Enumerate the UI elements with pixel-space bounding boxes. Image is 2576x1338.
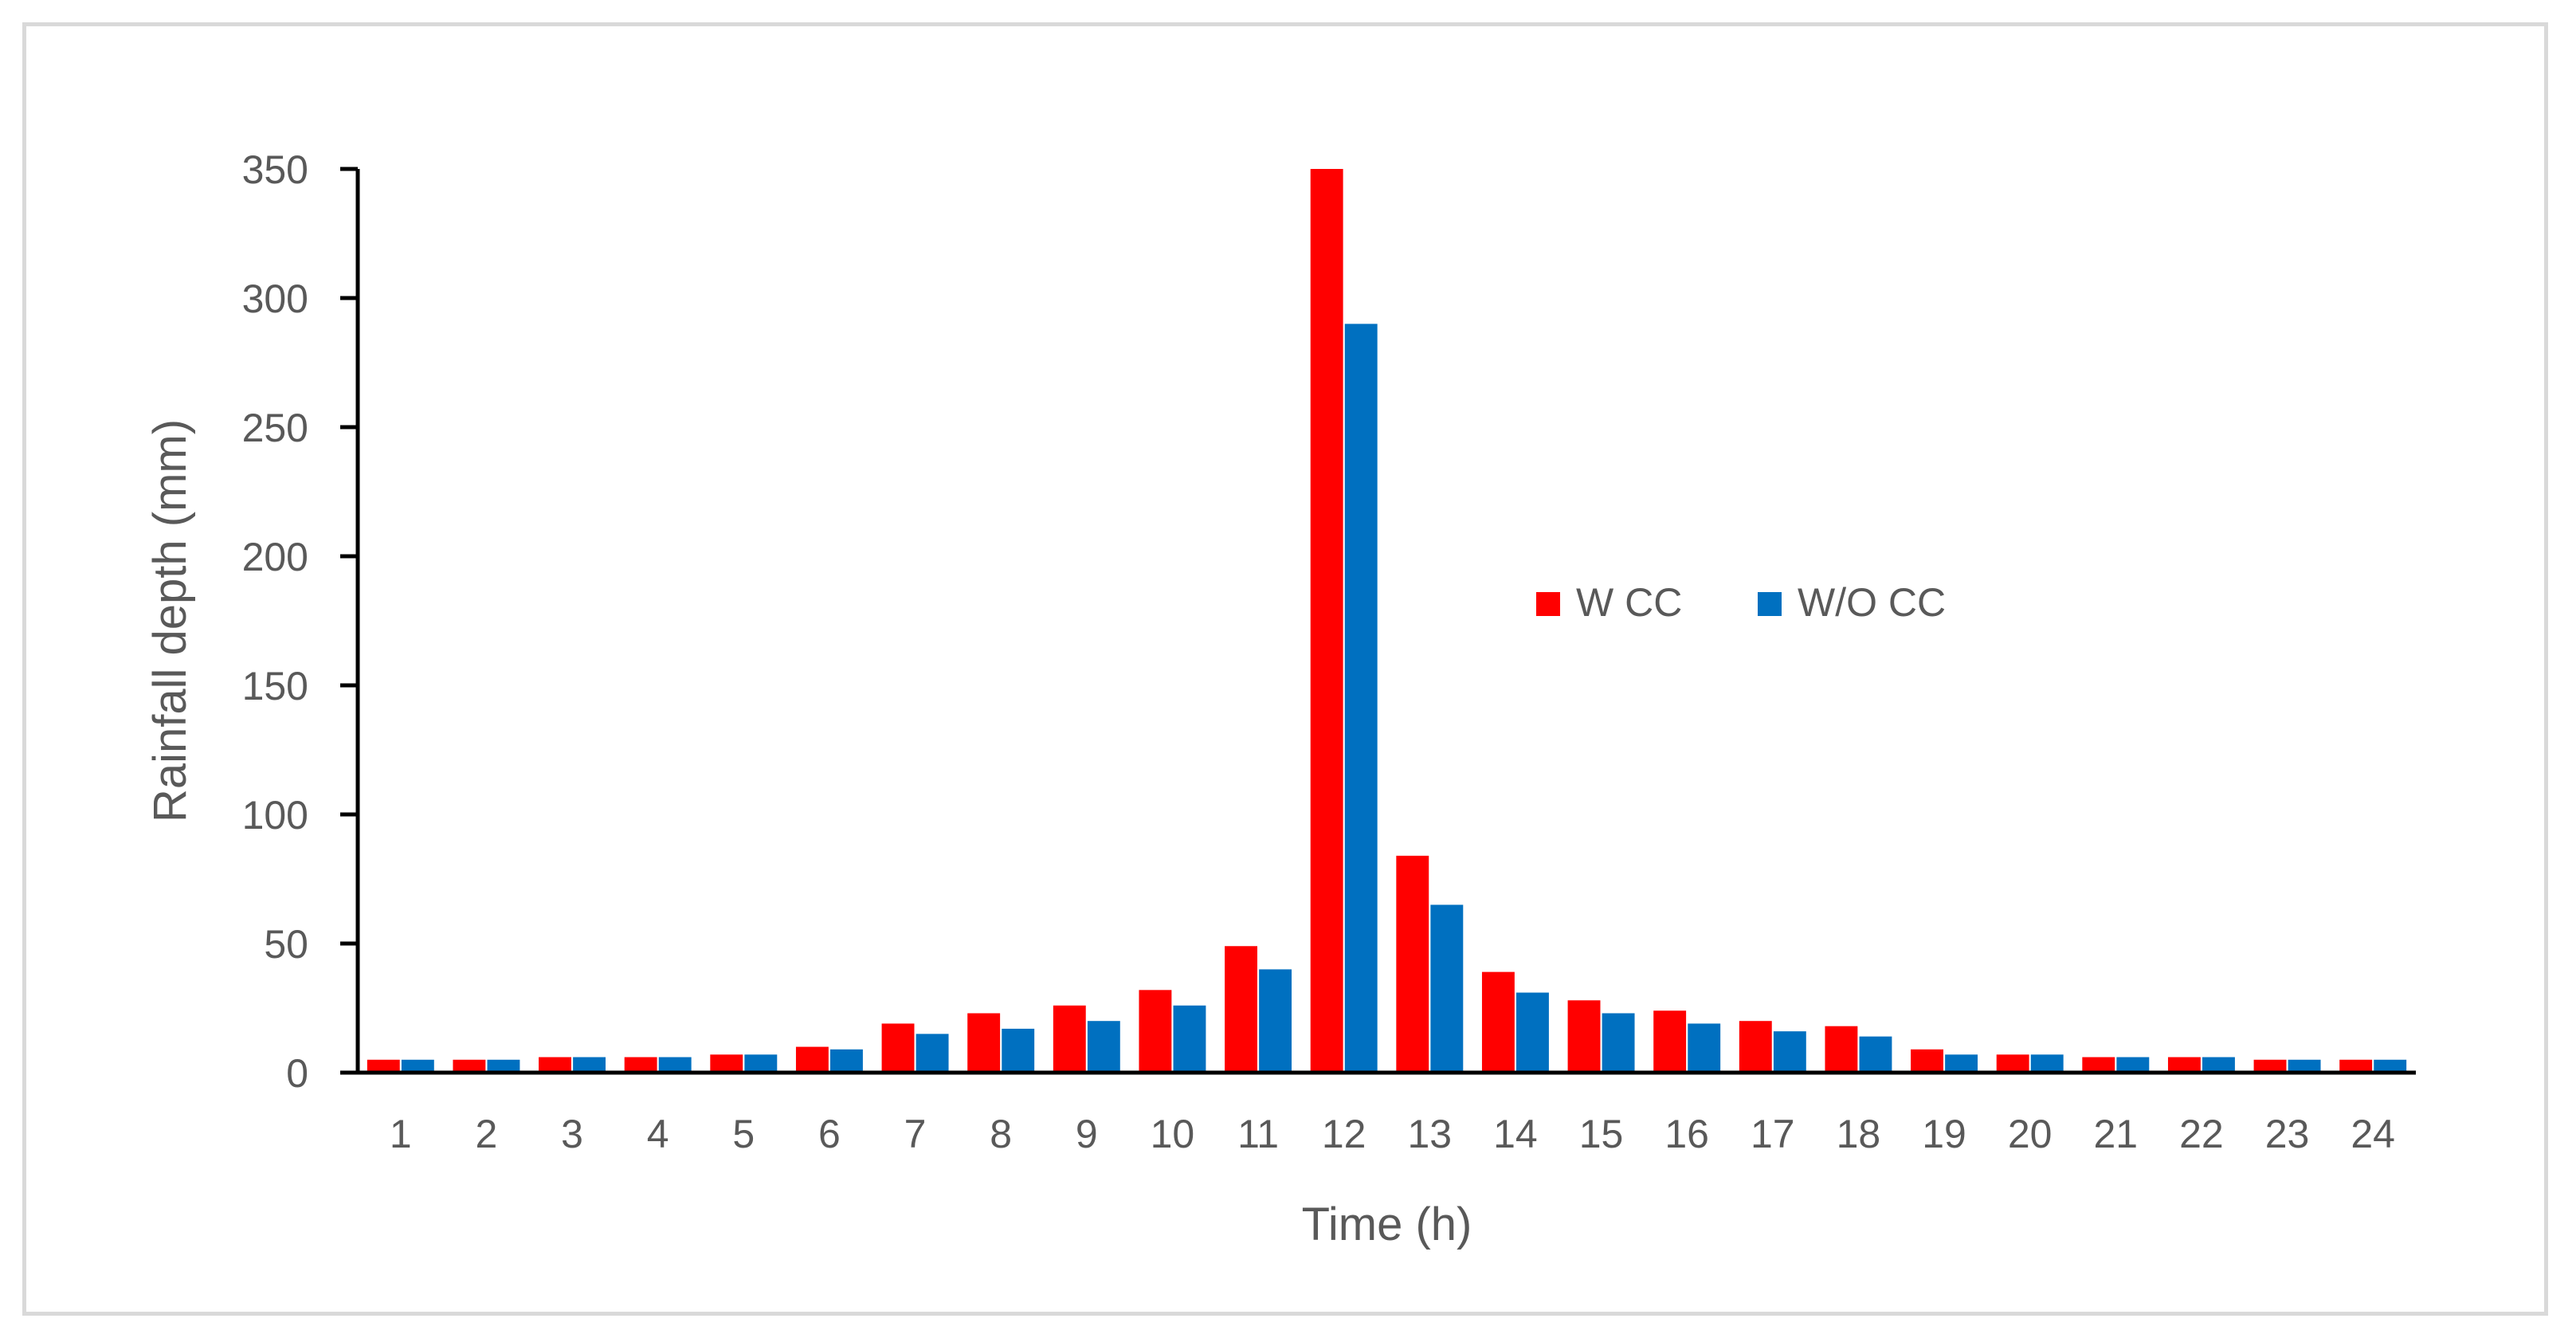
x-tick-label: 7 (904, 1112, 927, 1156)
y-tick-label: 250 (242, 406, 308, 450)
x-tick-label: 22 (2179, 1112, 2224, 1156)
y-tick-labels: 0 50 100 150 200 250 300 350 (242, 147, 358, 1096)
bar-w-o-cc (2202, 1057, 2235, 1073)
x-tick-label: 14 (1493, 1112, 1538, 1156)
legend: W CC W/O CC (1536, 580, 1946, 625)
x-tick-label: 23 (2265, 1112, 2310, 1156)
y-tick-label: 50 (264, 922, 308, 967)
bar-w-o-cc (1602, 1013, 1635, 1073)
legend-swatch-w-cc (1536, 592, 1560, 616)
bar-w-o-cc (401, 1059, 434, 1073)
bar-w-o-cc (487, 1059, 520, 1073)
x-tick-label: 4 (647, 1112, 669, 1156)
y-tick-label: 100 (242, 793, 308, 838)
bar-w-cc (1653, 1010, 1687, 1073)
bars-layer (367, 169, 2407, 1073)
bar-w-o-cc (916, 1034, 949, 1073)
x-tick-label: 9 (1076, 1112, 1098, 1156)
x-tick-labels: 1 2 3 4 5 6 7 8 9 10 11 12 13 14 15 16 17 18 19 20 21 22 23 24 (390, 1112, 2395, 1156)
y-tick-label: 300 (242, 277, 308, 321)
bar-w-o-cc (2288, 1059, 2321, 1073)
y-axis-title: Rainfall depth (mm) (144, 419, 196, 822)
x-tick-label: 8 (990, 1112, 1012, 1156)
bar-w-o-cc (1087, 1021, 1120, 1073)
legend-label-w-cc: W CC (1576, 580, 1682, 625)
bar-w-o-cc (1002, 1028, 1035, 1073)
x-tick-label: 1 (390, 1112, 412, 1156)
bar-w-cc (1996, 1054, 2029, 1073)
x-tick-label: 21 (2094, 1112, 2139, 1156)
bar-w-cc (539, 1057, 571, 1073)
bar-w-o-cc (1773, 1031, 1806, 1073)
x-tick-label: 16 (1664, 1112, 1709, 1156)
bar-w-cc (967, 1013, 1001, 1073)
chart-frame: 0 50 100 150 200 250 300 350 1 2 3 4 5 6 7 8 9 10 11 12 13 1… (22, 22, 2548, 1316)
bar-w-cc (367, 1059, 400, 1073)
x-tick-label: 2 (476, 1112, 498, 1156)
bar-w-o-cc (1688, 1023, 1721, 1073)
bar-w-cc (2253, 1059, 2287, 1073)
bar-w-cc (1225, 946, 1257, 1073)
bar-w-o-cc (1173, 1005, 1206, 1073)
x-tick-label: 10 (1151, 1112, 1195, 1156)
bar-w-cc (624, 1057, 657, 1073)
bar-w-o-cc (1259, 969, 1292, 1073)
bar-w-o-cc (744, 1054, 778, 1073)
bar-w-cc (795, 1046, 829, 1073)
x-tick-label: 3 (561, 1112, 583, 1156)
legend-label-w-o-cc: W/O CC (1798, 580, 1946, 625)
bar-w-cc (1396, 855, 1429, 1073)
x-tick-label: 12 (1322, 1112, 1366, 1156)
x-tick-label: 17 (1751, 1112, 1795, 1156)
bar-w-cc (1139, 990, 1172, 1073)
bar-w-cc (2082, 1057, 2115, 1073)
bar-w-cc (710, 1054, 743, 1073)
x-tick-label: 5 (732, 1112, 755, 1156)
bar-w-cc (1825, 1026, 1858, 1073)
bar-w-o-cc (658, 1057, 692, 1073)
x-tick-label: 15 (1579, 1112, 1624, 1156)
bar-w-o-cc (1859, 1036, 1892, 1073)
bar-w-cc (1567, 1000, 1601, 1073)
bar-w-o-cc (2030, 1054, 2064, 1073)
bar-w-cc (1911, 1049, 1943, 1073)
x-tick-label: 6 (818, 1112, 841, 1156)
bar-w-cc (1481, 971, 1515, 1073)
legend-swatch-w-o-cc (1758, 592, 1782, 616)
x-tick-label: 18 (1837, 1112, 1881, 1156)
x-tick-label: 13 (1408, 1112, 1453, 1156)
x-axis-title: Time (h) (1302, 1199, 1472, 1250)
bar-w-o-cc (2116, 1057, 2150, 1073)
bar-w-o-cc (1945, 1054, 1978, 1073)
y-tick-label: 350 (242, 147, 308, 192)
x-tick-label: 24 (2351, 1112, 2395, 1156)
y-tick-label: 200 (242, 535, 308, 579)
bar-w-o-cc (1344, 324, 1378, 1073)
x-tick-label: 11 (1237, 1112, 1279, 1156)
axes-layer (355, 169, 2416, 1075)
bar-w-o-cc (830, 1049, 863, 1073)
bar-w-o-cc (1430, 904, 1464, 1073)
x-tick-label: 19 (1922, 1112, 1966, 1156)
bar-w-cc (2167, 1057, 2201, 1073)
bar-w-o-cc (2374, 1059, 2407, 1073)
bar-w-cc (1310, 169, 1343, 1073)
bar-w-cc (881, 1023, 915, 1073)
bar-w-cc (1053, 1005, 1086, 1073)
y-tick-label: 0 (286, 1051, 308, 1096)
bar-w-o-cc (1516, 992, 1549, 1073)
bar-w-cc (453, 1059, 486, 1073)
bar-w-cc (2339, 1059, 2373, 1073)
bar-w-o-cc (573, 1057, 606, 1073)
y-tick-label: 150 (242, 664, 308, 708)
x-tick-label: 20 (2008, 1112, 2053, 1156)
bar-w-cc (1739, 1021, 1772, 1073)
